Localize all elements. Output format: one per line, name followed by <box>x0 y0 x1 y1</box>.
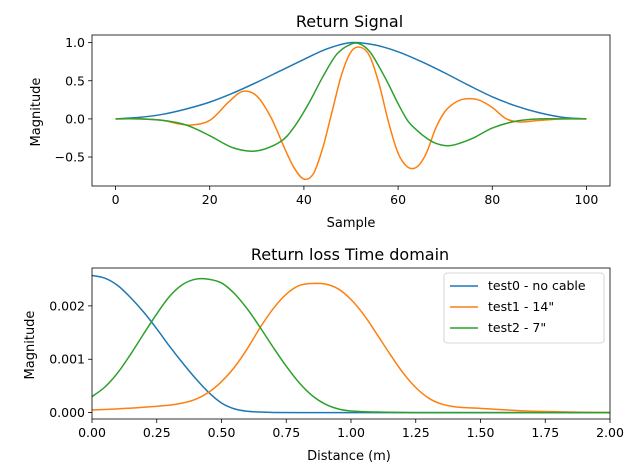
top-y-tick-label: 0.5 <box>65 73 85 88</box>
bottom-x-tick-label: 1.75 <box>531 425 559 440</box>
bottom-y-tick-label: 0.001 <box>49 352 85 367</box>
top-ticks: 0 20 40 60 80 100 −0.5 0.0 0.5 1.0 <box>55 35 599 207</box>
top-x-tick-label: 0 <box>112 192 120 207</box>
top-x-tick-label: 40 <box>296 192 312 207</box>
top-series-line-0 <box>115 41 587 120</box>
top-x-axis-label: Sample <box>327 216 376 231</box>
legend-frame <box>443 272 605 344</box>
top-subplot: Return Signal 0 20 40 60 80 100−0.50.00.51.0 … <box>29 12 611 231</box>
bottom-x-tick-label: 0.50 <box>208 425 236 440</box>
bottom-series-line-0 <box>91 274 610 414</box>
bottom-x-tick-label: 0.25 <box>143 425 171 440</box>
legend-label-test1: test1 - 14" <box>488 299 554 314</box>
bottom-x-tick-label: 0.00 <box>78 425 106 440</box>
top-y-axis-label: Magnitude <box>29 78 44 147</box>
top-x-tick-label: 100 <box>575 192 599 207</box>
bottom-series-line-2 <box>91 277 610 414</box>
top-y-tick-label: 1.0 <box>65 35 85 50</box>
bottom-subplot: Return loss Time domain 0.00 0.25 0.50 0.75… <box>23 245 624 464</box>
bottom-series-line-1 <box>91 282 611 414</box>
bottom-x-axis-label: Distance (m) <box>307 449 391 464</box>
top-x-tick-label: 20 <box>202 192 218 207</box>
top-series <box>115 41 587 181</box>
bottom-legend: test0 - no cable test1 - 14" test2 - 7" <box>443 272 605 344</box>
bottom-x-tick-label: 0.75 <box>272 425 300 440</box>
bottom-chart-title: Return loss Time domain <box>251 245 449 264</box>
bottom-y-tick-label: 0.000 <box>49 405 85 420</box>
bottom-x-tick-label: 1.50 <box>467 425 495 440</box>
legend-label-test0: test0 - no cable <box>488 278 586 293</box>
bottom-x-tick-label: 2.00 <box>596 425 624 440</box>
top-chart-title: Return Signal <box>296 12 403 31</box>
bottom-series <box>91 274 611 414</box>
bottom-y-axis-label: Magnitude <box>23 311 38 380</box>
top-x-tick-label: 60 <box>390 192 406 207</box>
bottom-plot-frame <box>91 267 611 420</box>
top-y-tick-label: 0.0 <box>65 111 85 126</box>
top-x-tick-label: 80 <box>484 192 500 207</box>
bottom-x-tick-label: 1.25 <box>402 425 430 440</box>
top-y-tick-label: −0.5 <box>55 150 85 165</box>
bottom-y-tick-label: 0.002 <box>49 298 85 313</box>
bottom-ticks: 0.00 0.25 0.50 0.75 1.00 1.25 1.50 1.75 2.00 0.00… <box>49 298 624 440</box>
top-plot-frame <box>91 34 611 187</box>
legend-label-test2: test2 - 7" <box>488 320 546 335</box>
bottom-x-tick-label: 1.00 <box>337 425 365 440</box>
top-series-line-1 <box>115 46 587 181</box>
top-series-line-2 <box>115 42 587 152</box>
